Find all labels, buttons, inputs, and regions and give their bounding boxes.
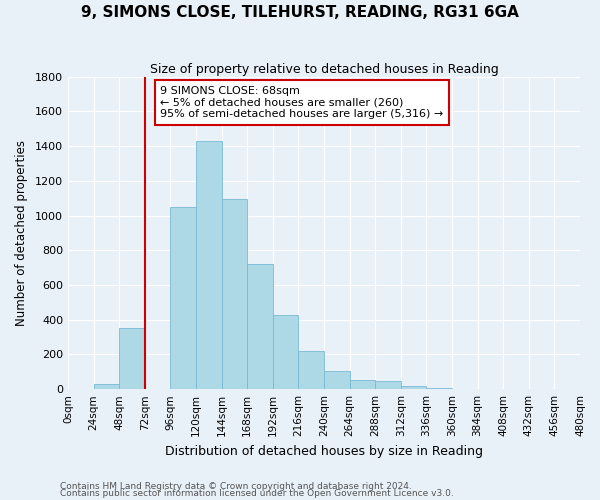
- Text: 9, SIMONS CLOSE, TILEHURST, READING, RG31 6GA: 9, SIMONS CLOSE, TILEHURST, READING, RG3…: [81, 5, 519, 20]
- Bar: [273, 314, 298, 389]
- Bar: [401, 386, 427, 389]
- Bar: [170, 207, 196, 389]
- Y-axis label: Number of detached properties: Number of detached properties: [15, 140, 28, 326]
- Title: Size of property relative to detached houses in Reading: Size of property relative to detached ho…: [149, 62, 499, 76]
- Text: 9 SIMONS CLOSE: 68sqm
← 5% of detached houses are smaller (260)
95% of semi-deta: 9 SIMONS CLOSE: 68sqm ← 5% of detached h…: [160, 86, 443, 119]
- Bar: [375, 382, 401, 389]
- Bar: [247, 264, 273, 389]
- Bar: [119, 328, 145, 389]
- Bar: [427, 388, 452, 389]
- Bar: [94, 384, 119, 389]
- Text: Contains public sector information licensed under the Open Government Licence v3: Contains public sector information licen…: [60, 490, 454, 498]
- Bar: [350, 380, 375, 389]
- X-axis label: Distribution of detached houses by size in Reading: Distribution of detached houses by size …: [165, 444, 483, 458]
- Bar: [452, 388, 478, 389]
- Bar: [221, 199, 247, 389]
- Text: Contains HM Land Registry data © Crown copyright and database right 2024.: Contains HM Land Registry data © Crown c…: [60, 482, 412, 491]
- Bar: [298, 351, 324, 389]
- Bar: [324, 371, 350, 389]
- Bar: [196, 141, 221, 389]
